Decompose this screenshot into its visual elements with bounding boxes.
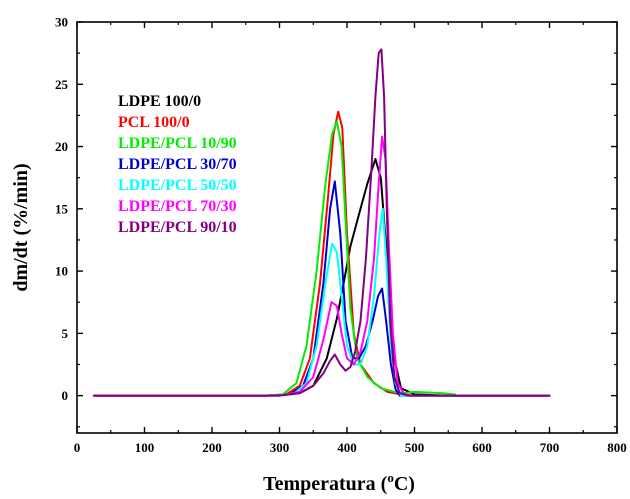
x-tick-label: 600: [472, 440, 492, 455]
series-line-7: [92, 48, 551, 397]
legend-entry-4: LDPE/PCL 30/70: [118, 156, 237, 173]
series-line-2: [92, 110, 551, 397]
legend-entry-1: LDPE 100/0: [118, 93, 201, 110]
y-tick-label: 5: [62, 326, 69, 341]
x-axis-label-main: Temperatura (: [263, 473, 388, 495]
x-tick-label: 800: [607, 440, 627, 455]
x-tick-label: 100: [135, 440, 155, 455]
y-tick-label: 10: [55, 264, 68, 279]
y-tick-label: 25: [55, 77, 69, 92]
axis-ticks: 0 100 200 300 400 500 600 700 800 0 5 10 15 20 25 30: [55, 15, 627, 456]
y-axis-label: dm/dt (%/min): [10, 163, 32, 291]
legend-entry-3: LDPE/PCL 10/90: [118, 135, 237, 152]
x-tick-label: 300: [270, 440, 290, 455]
x-axis-label-superscript: o: [387, 470, 394, 485]
plot-area: [92, 48, 551, 397]
x-axis-label: Temperatura (oC): [263, 470, 415, 495]
y-tick-label: 30: [55, 15, 68, 30]
legend-entry-6: LDPE/PCL 70/30: [118, 198, 237, 215]
y-tick-label: 15: [55, 201, 69, 216]
legend-entry-7: LDPE/PCL 90/10: [118, 219, 237, 236]
y-tick-label: 0: [62, 388, 69, 403]
x-tick-label: 700: [540, 440, 560, 455]
x-tick-label: 400: [337, 440, 357, 455]
legend: LDPE 100/0 PCL 100/0 LDPE/PCL 10/90 LDPE/PC…: [118, 93, 237, 236]
x-tick-label: 200: [202, 440, 222, 455]
x-axis-label-end: C): [394, 473, 415, 495]
legend-entry-2: PCL 100/0: [118, 114, 190, 131]
y-tick-label: 20: [55, 139, 68, 154]
legend-entry-5: LDPE/PCL 50/50: [118, 177, 237, 194]
x-tick-label: 500: [405, 440, 425, 455]
x-tick-label: 0: [74, 440, 81, 455]
series-line-1: [92, 158, 551, 397]
